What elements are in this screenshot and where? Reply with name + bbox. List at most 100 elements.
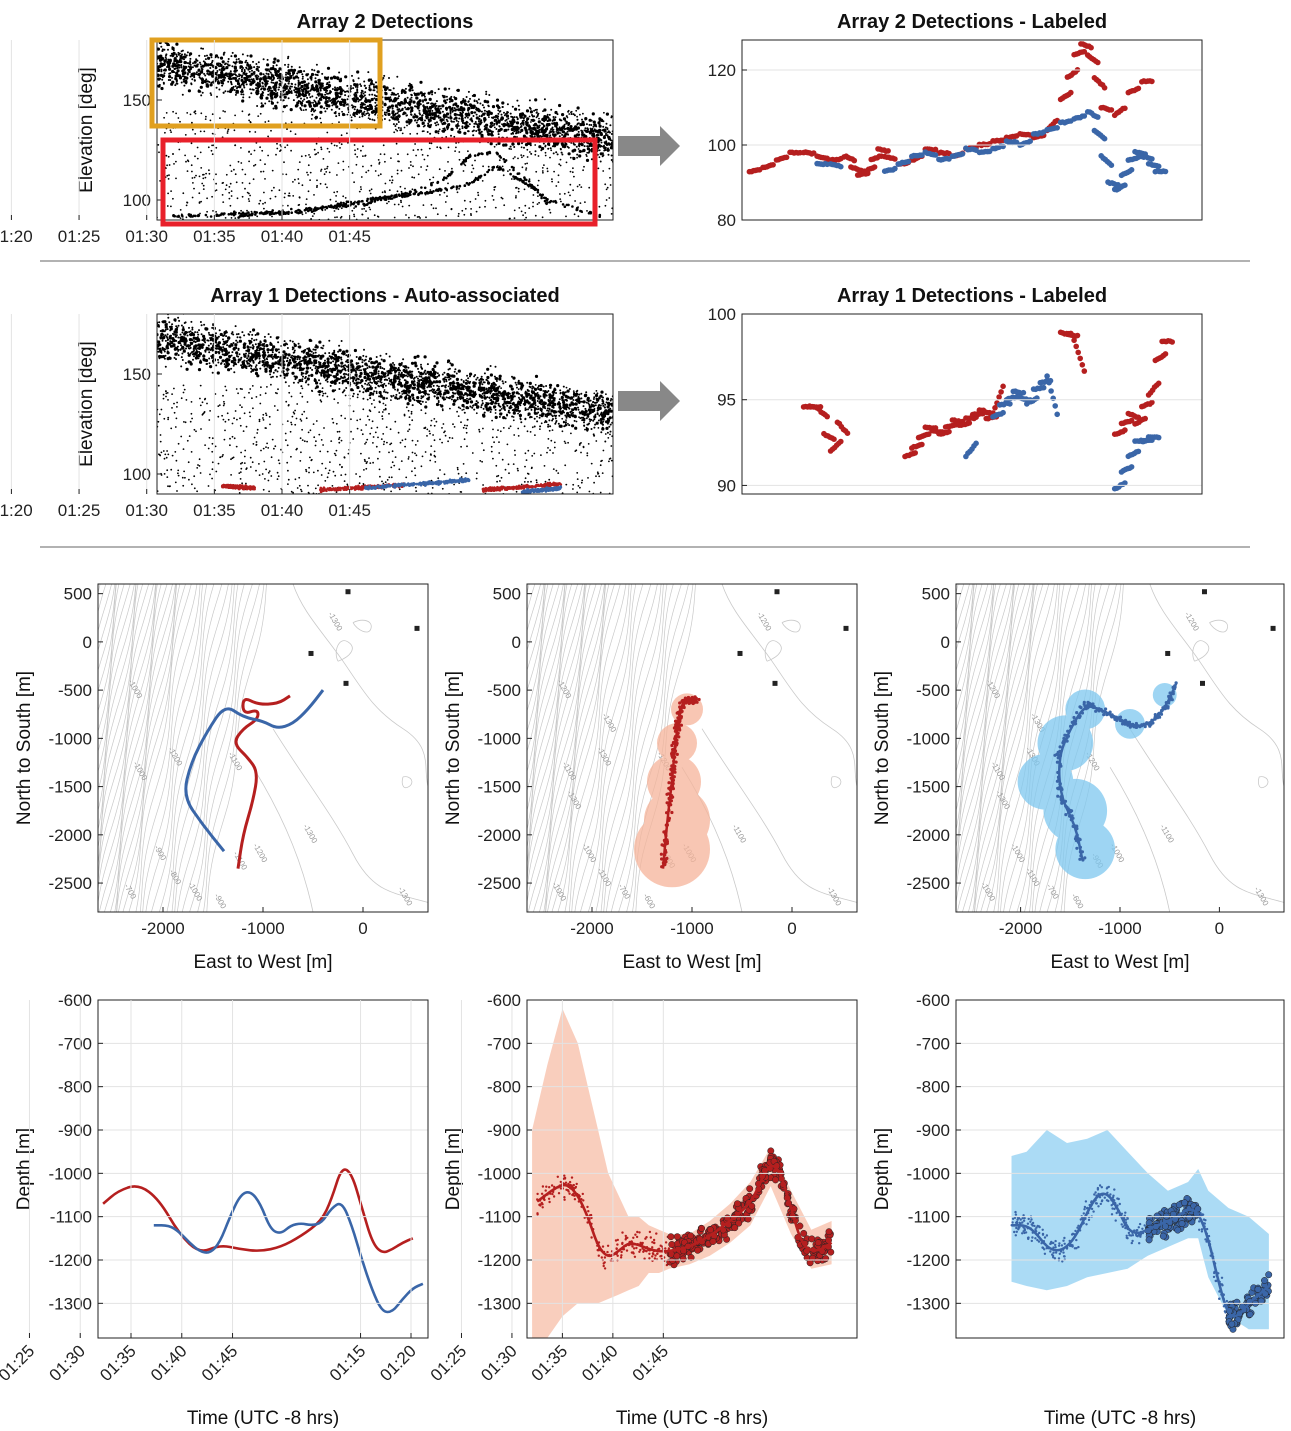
track-point — [247, 211, 250, 214]
detection-point — [434, 116, 436, 118]
detection-point — [445, 136, 448, 138]
detection-point — [400, 169, 403, 172]
track-point — [374, 197, 378, 200]
track-point — [450, 186, 453, 190]
detection-point — [581, 134, 584, 137]
detection-point — [334, 216, 336, 219]
detection-point — [501, 123, 503, 126]
detection-point — [577, 144, 580, 147]
detection-point — [558, 135, 561, 138]
detection-point — [275, 64, 278, 67]
track-point — [502, 158, 506, 161]
detection-point — [473, 122, 476, 125]
track-point — [475, 177, 479, 180]
detection-point — [198, 68, 201, 71]
detection-point — [523, 146, 525, 149]
detection-point — [609, 176, 611, 179]
detection-point — [259, 80, 261, 83]
detection-point — [559, 164, 562, 167]
track-point — [467, 183, 471, 186]
detection-point — [359, 371, 363, 376]
detection-point — [542, 142, 545, 145]
detection-point — [317, 79, 320, 82]
detection-point — [428, 147, 431, 150]
detection-point — [249, 346, 252, 349]
detection-point — [227, 60, 230, 63]
detection-point — [554, 110, 558, 115]
detection-point — [187, 360, 191, 364]
detection-point — [180, 324, 183, 327]
detection-point — [176, 82, 179, 85]
detection-point — [269, 373, 272, 376]
detection-point — [278, 79, 281, 82]
detection-point — [521, 156, 523, 159]
detection-point — [261, 149, 264, 152]
detection-point — [273, 186, 275, 189]
detection-point — [184, 134, 187, 136]
detection-point — [518, 207, 521, 209]
detection-point — [375, 81, 377, 84]
detection-point — [605, 143, 608, 146]
detection-point — [363, 94, 366, 97]
detection-point — [538, 124, 541, 127]
detection-point — [480, 119, 483, 122]
detection-point — [423, 92, 426, 95]
detection-point — [301, 73, 304, 76]
detection-point — [276, 69, 280, 73]
detection-point — [180, 66, 183, 69]
detection-point — [578, 142, 581, 145]
detection-point — [307, 174, 309, 176]
detection-point — [216, 95, 218, 98]
detection-point — [606, 128, 609, 131]
detection-point — [311, 68, 314, 71]
detection-point — [559, 198, 562, 201]
detection-point — [424, 119, 426, 122]
detection-point — [199, 77, 202, 80]
detection-point — [268, 70, 271, 73]
detection-point — [423, 106, 427, 110]
detection-point — [168, 174, 170, 177]
detection-point — [504, 128, 508, 132]
detection-point — [324, 209, 327, 211]
detection-point — [436, 213, 439, 216]
detection-point — [406, 124, 408, 127]
detection-point — [157, 56, 160, 59]
detection-point — [576, 185, 579, 188]
detection-point — [598, 123, 601, 125]
detection-point — [519, 123, 522, 125]
detection-point — [261, 82, 264, 85]
track-point — [548, 200, 552, 204]
detection-point — [293, 77, 296, 79]
detection-point — [295, 75, 298, 78]
detection-point — [572, 189, 574, 192]
detection-point — [577, 215, 580, 218]
detection-point — [528, 141, 532, 146]
detection-point — [210, 81, 213, 84]
detection-point — [603, 149, 606, 152]
track-point — [580, 210, 583, 213]
detection-point — [449, 115, 452, 118]
detection-point — [175, 53, 178, 56]
track-point — [435, 188, 439, 191]
detection-point — [609, 184, 612, 186]
detection-point — [251, 80, 254, 83]
detection-point — [508, 147, 511, 150]
detection-point — [248, 66, 252, 70]
detection-point — [423, 98, 428, 102]
detection-point — [332, 75, 336, 79]
detection-point — [500, 128, 503, 131]
detection-point — [467, 116, 469, 119]
detection-point — [572, 113, 575, 116]
detection-point — [505, 115, 508, 118]
detection-point — [351, 104, 353, 107]
detection-point — [225, 67, 228, 70]
track-point — [274, 211, 277, 215]
detection-point — [405, 214, 407, 216]
track-point — [306, 209, 310, 213]
detection-point — [230, 190, 233, 193]
detection-point — [209, 67, 212, 69]
detection-point — [478, 115, 481, 118]
detection-point — [578, 154, 582, 158]
detection-point — [485, 90, 488, 93]
